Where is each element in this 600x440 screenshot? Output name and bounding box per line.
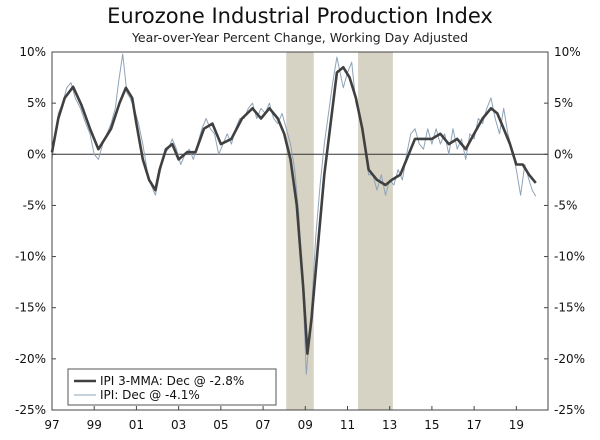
x-tick-label: 99: [87, 418, 102, 432]
y-tick-label-right: -15%: [554, 301, 585, 315]
y-tick-label-right: -5%: [554, 198, 577, 212]
y-tick-label-right: -10%: [554, 250, 585, 264]
y-tick-label-right: -25%: [554, 403, 585, 417]
x-tick-label: 97: [44, 418, 59, 432]
recession-shading-layer: [286, 52, 393, 410]
y-tick-label-right: 5%: [554, 96, 573, 110]
x-tick-label: 19: [509, 418, 524, 432]
tick-layer: 10% 10% 5% 5% 0% 0% -5% -5% -10% -10% -15% -15% -20%…: [15, 45, 585, 432]
y-tick-label-left: 0%: [27, 147, 46, 161]
y-tick-label-left: -20%: [15, 352, 46, 366]
series-line-ipi-3mma: [50, 66, 537, 355]
x-tick-label: 05: [213, 418, 228, 432]
x-tick-label: 07: [255, 418, 270, 432]
y-tick-label-left: 10%: [19, 45, 46, 59]
x-tick-label: 11: [340, 418, 355, 432]
y-tick-label-right: 0%: [554, 147, 573, 161]
y-tick-label-right: -20%: [554, 352, 585, 366]
legend-label-ipi: IPI: Dec @ -4.1%: [100, 388, 200, 402]
recession-band-1: [358, 52, 393, 410]
x-tick-label: 09: [298, 418, 313, 432]
y-tick-label-left: 5%: [27, 96, 46, 110]
series-layer: [50, 53, 537, 375]
legend: IPI 3-MMA: Dec @ -2.8% IPI: Dec @ -4.1%: [67, 368, 277, 406]
y-tick-label-left: -25%: [15, 403, 46, 417]
legend-label-ipi-3mma: IPI 3-MMA: Dec @ -2.8%: [100, 374, 244, 388]
x-tick-label: 13: [382, 418, 397, 432]
x-tick-label: 03: [171, 418, 186, 432]
y-tick-label-left: -10%: [15, 250, 46, 264]
plot-frame: [51, 51, 549, 411]
y-tick-label-left: -15%: [15, 301, 46, 315]
legend-box: [67, 368, 277, 406]
y-tick-label-left: -5%: [23, 198, 46, 212]
x-tick-label: 01: [129, 418, 144, 432]
x-tick-label: 17: [466, 418, 481, 432]
y-tick-label-right: 10%: [554, 45, 581, 59]
chart-subtitle: Year-over-Year Percent Change, Working D…: [131, 30, 469, 45]
chart-title: Eurozone Industrial Production Index: [107, 4, 493, 28]
x-tick-label: 15: [424, 418, 439, 432]
